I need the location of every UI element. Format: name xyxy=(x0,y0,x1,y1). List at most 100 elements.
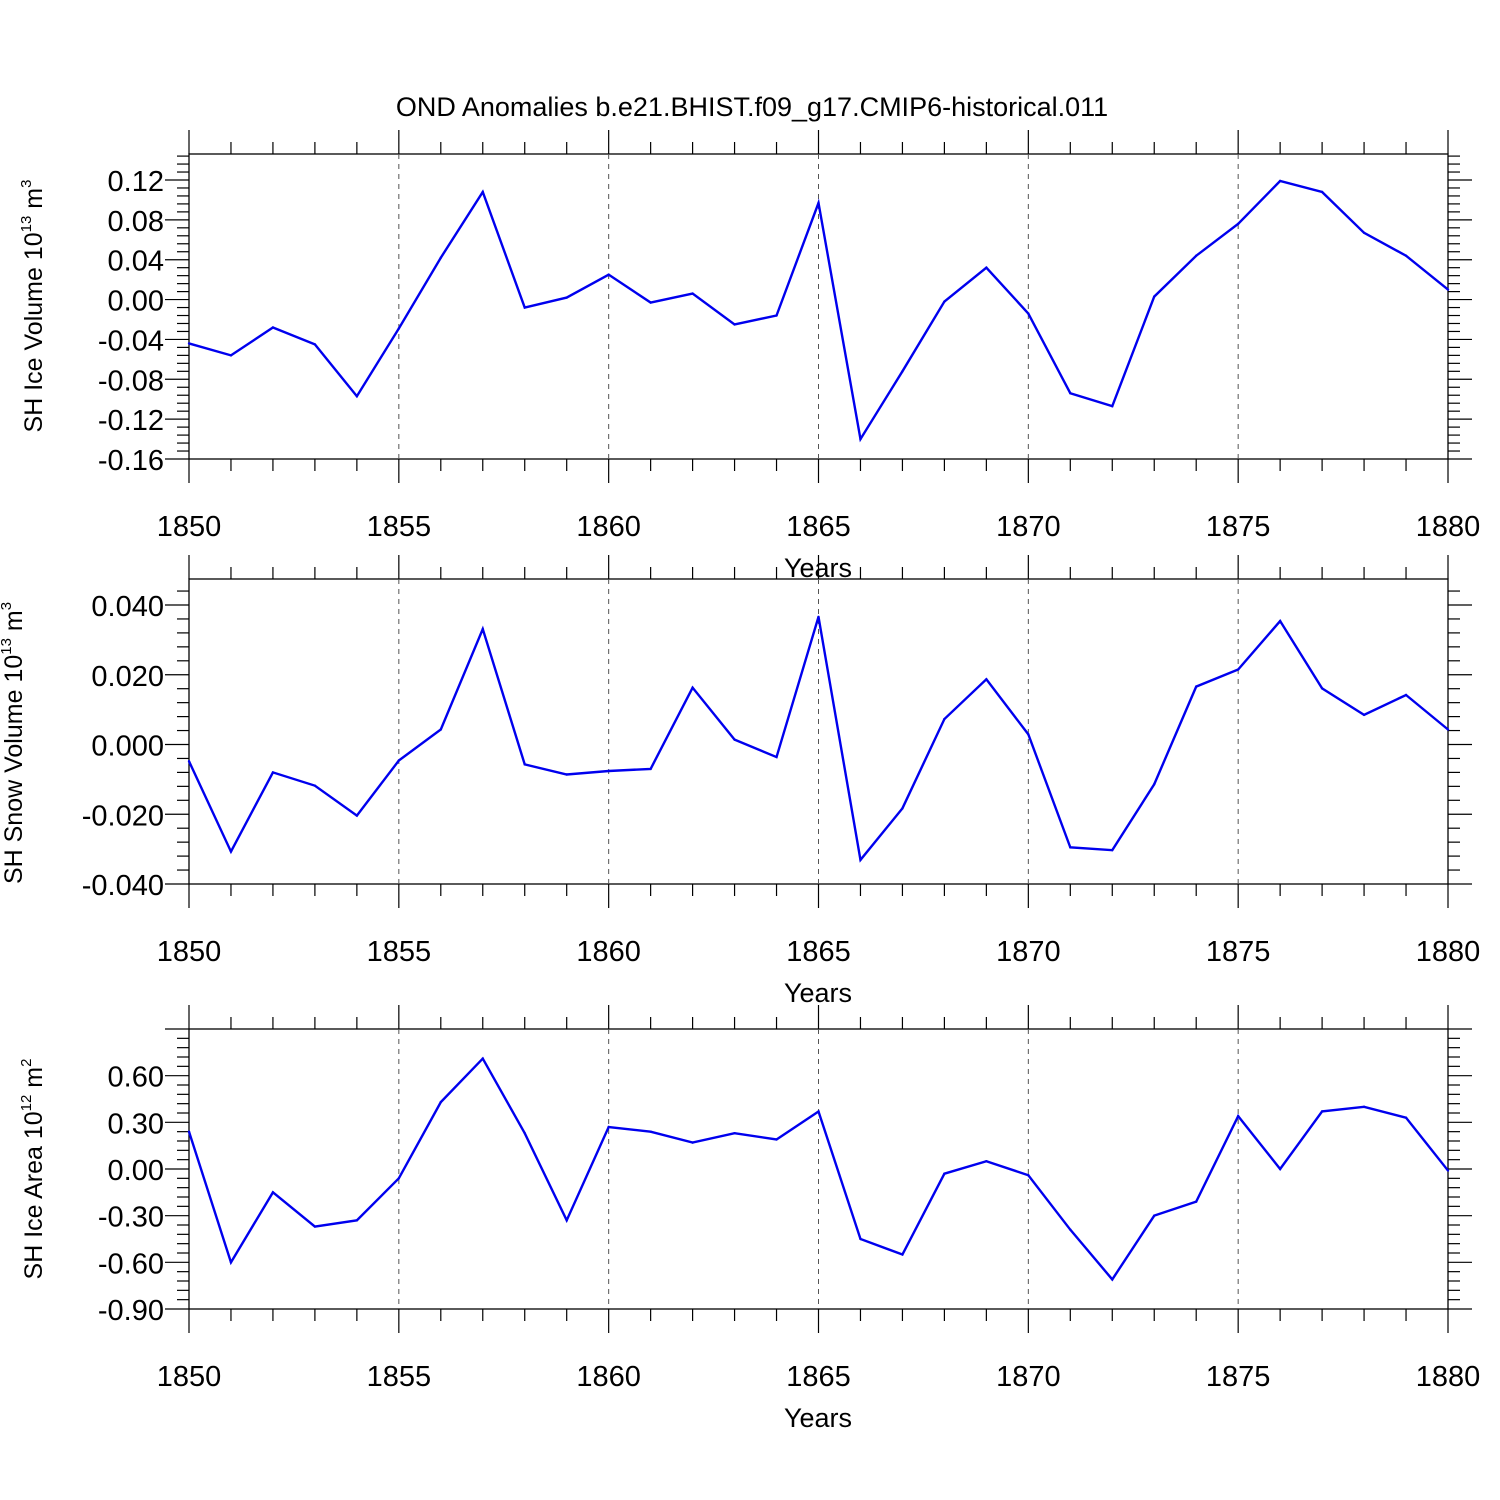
data-point xyxy=(733,738,736,741)
data-point xyxy=(985,266,988,269)
data-point xyxy=(1153,1214,1156,1217)
data-point xyxy=(691,1141,694,1144)
y-tick-label: 0.08 xyxy=(108,206,164,238)
data-point xyxy=(1278,179,1282,183)
y-tick-label: 0.020 xyxy=(91,661,164,693)
data-point xyxy=(523,306,526,309)
data-point xyxy=(817,201,820,205)
data-point xyxy=(691,292,694,295)
data-point xyxy=(481,627,484,631)
data-point xyxy=(355,814,359,817)
data-point xyxy=(1195,254,1198,257)
data-point xyxy=(313,343,317,346)
data-point xyxy=(523,1132,526,1135)
data-point xyxy=(271,771,275,774)
data-point xyxy=(565,296,568,299)
x-tick-label: 1855 xyxy=(367,511,432,543)
data-point xyxy=(859,858,862,862)
x-tick-label: 1865 xyxy=(786,511,851,543)
x-tick-label: 1860 xyxy=(576,936,641,968)
data-point xyxy=(649,767,652,771)
grid-lines xyxy=(398,1029,1239,1309)
data-point xyxy=(1446,1169,1450,1172)
data-point xyxy=(607,1125,610,1129)
data-point xyxy=(1362,713,1366,717)
data-point xyxy=(565,1219,568,1222)
data-point xyxy=(187,760,191,763)
y-tick-label: 0.60 xyxy=(108,1062,164,1094)
data-point xyxy=(187,342,191,345)
data-point xyxy=(901,807,904,810)
x-tick-label: 1860 xyxy=(576,511,641,543)
chart-title: OND Anomalies b.e21.BHIST.f09_g17.CMIP6-… xyxy=(396,92,1108,122)
data-point xyxy=(733,323,736,326)
data-point xyxy=(439,256,442,259)
x-tick-label: 1875 xyxy=(1206,511,1271,543)
data-point xyxy=(817,615,820,619)
data-point xyxy=(1069,392,1072,395)
panel-ice-area: 1850 1855 1860 1865 1870 1875 1880 0.60 0.30 0.0… xyxy=(18,1005,1480,1433)
data-point xyxy=(229,1261,233,1264)
data-point xyxy=(187,1130,191,1133)
x-tick-label: 1870 xyxy=(996,511,1061,543)
y-tick-label: -0.040 xyxy=(82,870,164,902)
data-point xyxy=(1320,190,1324,194)
data-point xyxy=(1362,1105,1366,1108)
x-tick-label: 1870 xyxy=(996,936,1061,968)
data-point xyxy=(355,395,359,398)
x-ticks: 1850 1855 1860 1865 1870 1875 1880 xyxy=(157,555,1480,968)
data-point xyxy=(691,686,694,689)
data-point xyxy=(1153,295,1156,298)
data-point xyxy=(1111,1278,1114,1281)
data-point xyxy=(1236,1114,1240,1118)
y-tick-label: 0.04 xyxy=(108,246,164,278)
x-tick-label: 1870 xyxy=(996,1361,1061,1393)
data-point xyxy=(1027,312,1030,315)
x-tick-label: 1865 xyxy=(786,1361,851,1393)
y-tick-label: -0.04 xyxy=(98,325,164,357)
y-axis-label: SH Ice Volume 1013 m3 xyxy=(18,180,48,433)
x-tick-label: 1855 xyxy=(367,936,432,968)
data-point xyxy=(775,1138,778,1141)
data-point xyxy=(397,759,401,762)
x-tick-label: 1880 xyxy=(1416,1361,1481,1393)
y-tick-label: -0.30 xyxy=(98,1202,164,1234)
data-point xyxy=(523,763,526,766)
panel-ice-volume: 1850 1855 1860 1865 1870 1875 1880 0.12 0.08 0.0… xyxy=(18,130,1480,583)
data-point xyxy=(1362,231,1366,235)
ice-volume-series-line xyxy=(188,179,1449,443)
x-axis-label: Years xyxy=(784,978,852,1008)
data-point xyxy=(943,717,946,721)
y-tick-label: -0.16 xyxy=(98,445,164,477)
x-tick-label: 1850 xyxy=(157,1361,222,1393)
y-tick-label: 0.000 xyxy=(91,731,164,763)
data-point xyxy=(1027,1174,1030,1177)
data-point xyxy=(775,755,778,759)
data-point xyxy=(859,437,862,441)
data-point xyxy=(1320,1110,1324,1113)
data-point xyxy=(775,314,778,317)
data-point xyxy=(397,1177,401,1180)
data-point xyxy=(859,1237,862,1241)
data-point xyxy=(1404,693,1408,697)
data-point xyxy=(1404,1116,1408,1119)
data-point xyxy=(901,370,904,373)
y-tick-label: -0.60 xyxy=(98,1248,164,1280)
data-point xyxy=(565,773,568,776)
data-point xyxy=(1278,1167,1282,1171)
x-tick-label: 1875 xyxy=(1206,1361,1271,1393)
data-point xyxy=(985,1160,988,1163)
data-point xyxy=(439,1100,442,1104)
data-point xyxy=(607,273,610,276)
data-point xyxy=(1446,288,1450,291)
data-point xyxy=(1153,783,1156,786)
x-tick-label: 1880 xyxy=(1416,511,1481,543)
data-point xyxy=(313,1225,317,1228)
y-tick-label: -0.90 xyxy=(98,1295,164,1327)
data-points xyxy=(187,1057,1450,1281)
data-point xyxy=(649,1130,652,1133)
y-tick-label: 0.00 xyxy=(108,286,164,318)
y-tick-label: 0.12 xyxy=(108,166,164,198)
data-point xyxy=(1069,846,1072,849)
